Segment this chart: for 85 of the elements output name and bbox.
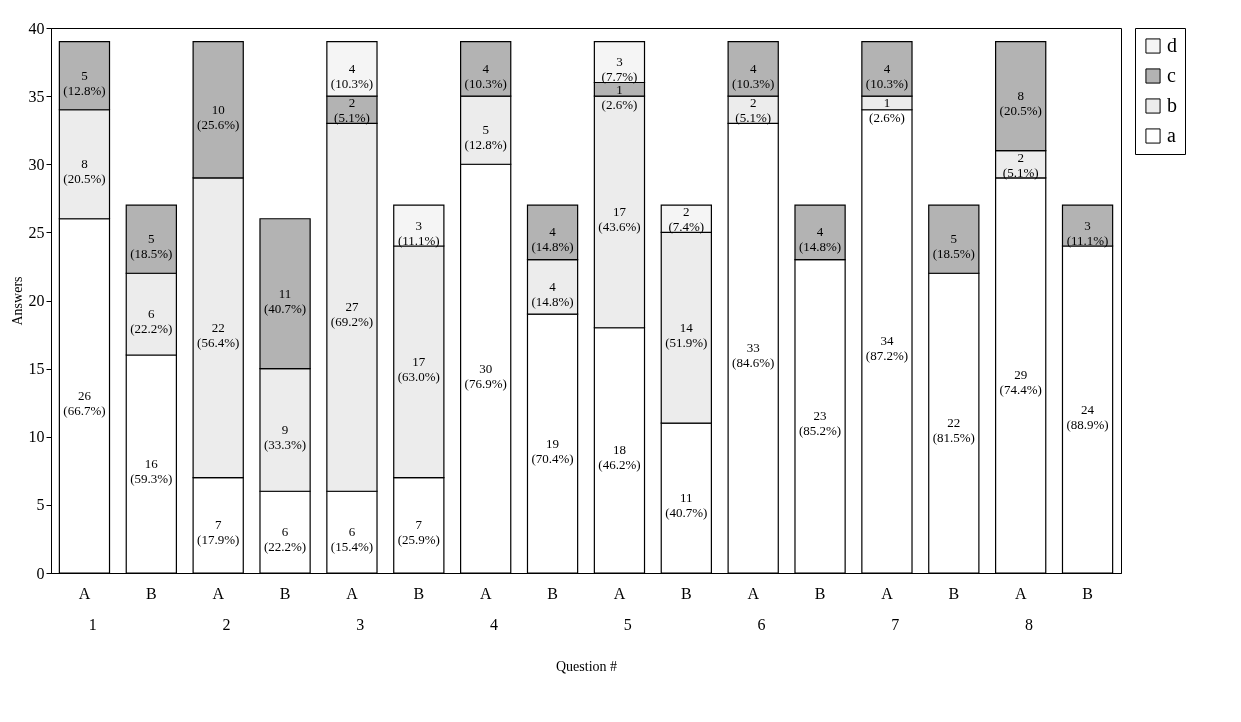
data-label: 3 (7.7%) <box>601 54 638 85</box>
legend-label: c <box>1167 64 1176 86</box>
y-axis-title: Answers <box>9 276 25 326</box>
text: 7 <box>891 616 900 633</box>
data-label: 16 (59.3%) <box>130 456 173 486</box>
data-label: 26 (66.7%) <box>63 387 106 418</box>
data-label: 33 (84.6%) <box>732 340 775 371</box>
data-label: 3 (11.1%) <box>397 217 440 248</box>
y-tick-label: 5 <box>36 496 45 514</box>
y-tick-label: 25 <box>28 223 45 241</box>
y-tick-label: 15 <box>28 360 45 378</box>
data-label: 5 (12.8%) <box>63 67 106 98</box>
data-label: 11 (40.7%) <box>665 490 708 521</box>
data-label: 4 (10.3%) <box>865 60 909 91</box>
x-tick-label: A <box>881 584 894 602</box>
data-label: 1 (2.6%) <box>869 95 905 126</box>
data-label: 29 (74.4%) <box>999 367 1042 398</box>
x-axis-title: Question # <box>555 658 618 674</box>
data-label: 11 (40.7%) <box>263 285 307 316</box>
data-label: 24 (88.9%) <box>1066 401 1109 432</box>
x-tick-label: B <box>948 584 960 602</box>
x-tick-label: A <box>613 584 626 602</box>
data-label: 23 (85.2%) <box>798 408 842 439</box>
text: 1 <box>88 616 97 633</box>
y-tick-label: 10 <box>28 428 45 446</box>
data-label: 4 (10.3%) <box>732 60 775 91</box>
data-label: 30 (76.9%) <box>464 360 507 391</box>
x-tick-label: A <box>346 584 359 602</box>
data-label: 4 (10.3%) <box>330 60 374 91</box>
data-label: 10 (25.6%) <box>197 101 240 132</box>
data-label: 17 (43.6%) <box>598 203 641 234</box>
data-label: 7 (25.9%) <box>397 517 440 548</box>
text: 3 <box>356 616 365 633</box>
data-label: 2 (5.1%) <box>1002 149 1039 180</box>
data-label: 4 (14.8%) <box>531 224 574 255</box>
data-label: 14 (51.9%) <box>665 319 708 350</box>
y-tick-label: 40 <box>28 19 45 37</box>
y-tick-label: 0 <box>36 564 45 582</box>
data-label: 2 (5.1%) <box>735 95 772 126</box>
data-label: 6 (15.4%) <box>330 524 374 555</box>
data-label: 9 (33.3%) <box>263 421 307 452</box>
x-tick-label: B <box>814 584 826 602</box>
data-label: 17 (63.0%) <box>397 353 440 384</box>
x-tick-label: A <box>747 584 760 602</box>
data-label: 6 (22.2%) <box>263 524 307 555</box>
y-tick-label: 30 <box>28 155 45 173</box>
data-label: 2 (7.4%) <box>668 204 705 235</box>
data-label: 19 (70.4%) <box>531 435 574 466</box>
x-tick-label: B <box>680 584 692 602</box>
x-tick-label: A <box>1014 584 1027 602</box>
data-label: 8 (20.5%) <box>999 88 1042 119</box>
data-label: 34 (87.2%) <box>865 333 909 364</box>
text: 5 <box>623 616 632 633</box>
data-label: 5 (12.8%) <box>464 122 507 153</box>
data-label: 22 (56.4%) <box>197 319 240 350</box>
data-label: 4 (14.8%) <box>531 278 574 309</box>
data-label: 7 (17.9%) <box>197 517 240 548</box>
text: 8 <box>1025 616 1034 633</box>
x-tick-label: B <box>145 584 157 602</box>
legend-label: a <box>1167 124 1176 146</box>
x-tick-label: A <box>78 584 91 602</box>
x-tick-label: A <box>212 584 225 602</box>
data-label: 4 (14.8%) <box>798 224 842 255</box>
text: 4 <box>490 616 499 633</box>
data-label: 2 (5.1%) <box>334 95 370 126</box>
data-label: 4 (10.3%) <box>464 60 507 91</box>
data-label: 27 (69.2%) <box>330 299 374 330</box>
data-label: 3 (11.1%) <box>1066 217 1109 248</box>
x-tick-label: B <box>547 584 558 602</box>
x-tick-label: B <box>1082 584 1093 602</box>
text: 2 <box>222 616 231 633</box>
text: 6 <box>757 616 766 633</box>
data-label: 5 (18.5%) <box>130 231 173 262</box>
data-label: 6 (22.2%) <box>130 306 173 337</box>
x-tick-label: B <box>413 584 425 602</box>
x-tick-label: A <box>479 584 492 602</box>
y-tick-label: 35 <box>28 87 45 105</box>
legend-label: d <box>1167 34 1177 56</box>
data-label: 18 (46.2%) <box>598 442 641 473</box>
y-tick-label: 20 <box>28 292 45 309</box>
data-label: 22 (81.5%) <box>932 415 975 446</box>
data-label: 8 (20.5%) <box>63 156 106 187</box>
legend-label: b <box>1167 94 1177 116</box>
data-label: 5 (18.5%) <box>932 231 975 262</box>
x-tick-label: B <box>279 584 291 602</box>
